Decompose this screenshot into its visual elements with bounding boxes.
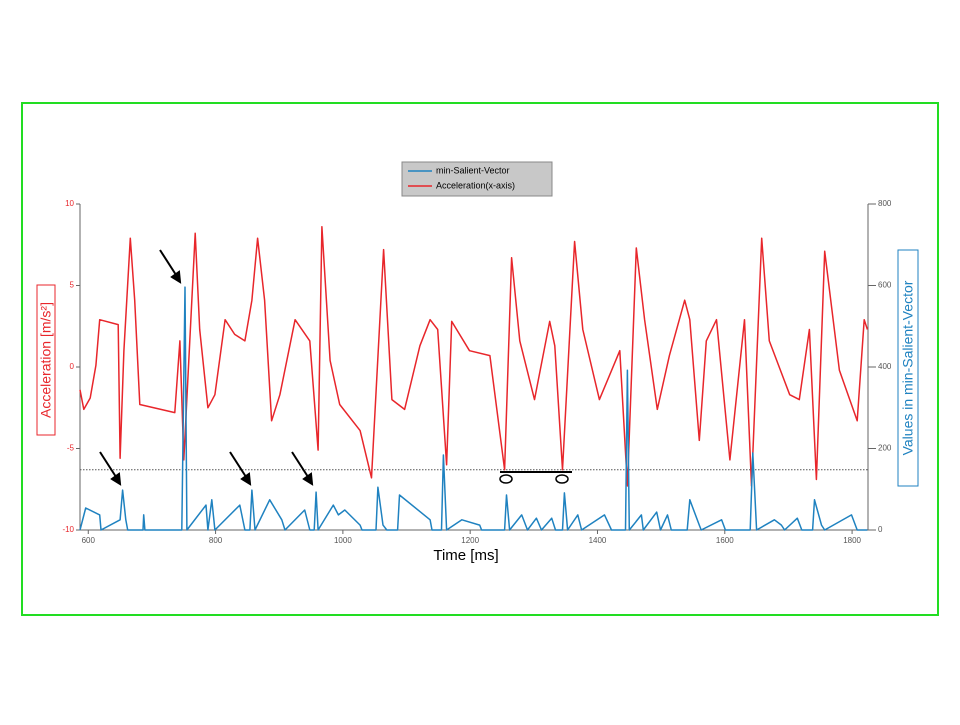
x-tick-label: 1400 [589,536,607,545]
y2-axis-title: Values in min-Salient-Vector [897,249,919,487]
y-tick-label: 10 [65,199,74,208]
y2-tick-label: 400 [878,362,892,371]
interval-marker [555,474,569,484]
y-tick-label: -5 [67,444,75,453]
arrow-head [302,472,314,486]
arrow [291,451,311,481]
arrow-head [170,270,182,284]
y-axis-label: Acceleration [m/s²] [38,302,54,418]
legend: min-Salient-Vector Acceleration(x-axis) [401,161,553,197]
legend-box [401,161,553,197]
y2-tick-label: 0 [878,525,883,534]
x-tick-label: 600 [82,536,96,545]
legend-label: Acceleration(x-axis) [436,180,515,190]
interval-marker [499,474,513,484]
y2-tick-label: 800 [878,199,892,208]
y-tick-label: 5 [70,281,75,290]
series-line [79,226,869,487]
y-axis-box [36,284,56,436]
x-tick-label: 1600 [716,536,734,545]
y2-tick-label: 600 [878,281,892,290]
x-tick-label: 800 [209,536,223,545]
x-tick-label: 1000 [334,536,352,545]
arrow [99,451,119,481]
legend-label: min-Salient-Vector [436,165,510,175]
y-tick-label: 0 [70,362,75,371]
y2-axis-box [897,249,919,487]
arrow [229,451,249,481]
series-line [79,286,868,531]
plot-area: 600 800 1000 1200 1400 1600 1800 -10 -5 0 5 10 0 200 4… [62,199,891,545]
y2-tick-label: 200 [878,444,892,453]
arrow [159,249,179,279]
x-tick-label: 1200 [461,536,479,545]
y-tick-label: -10 [62,525,74,534]
x-tick-label: 1800 [843,536,861,545]
arrow-head [110,472,122,486]
x-axis-label: Time [ms] [433,547,498,564]
annotations [99,249,572,486]
arrow-head [240,472,252,486]
y2-axis-label: Values in min-Salient-Vector [900,280,916,455]
y-axis-title: Acceleration [m/s²] [36,284,56,436]
frame [21,102,939,616]
